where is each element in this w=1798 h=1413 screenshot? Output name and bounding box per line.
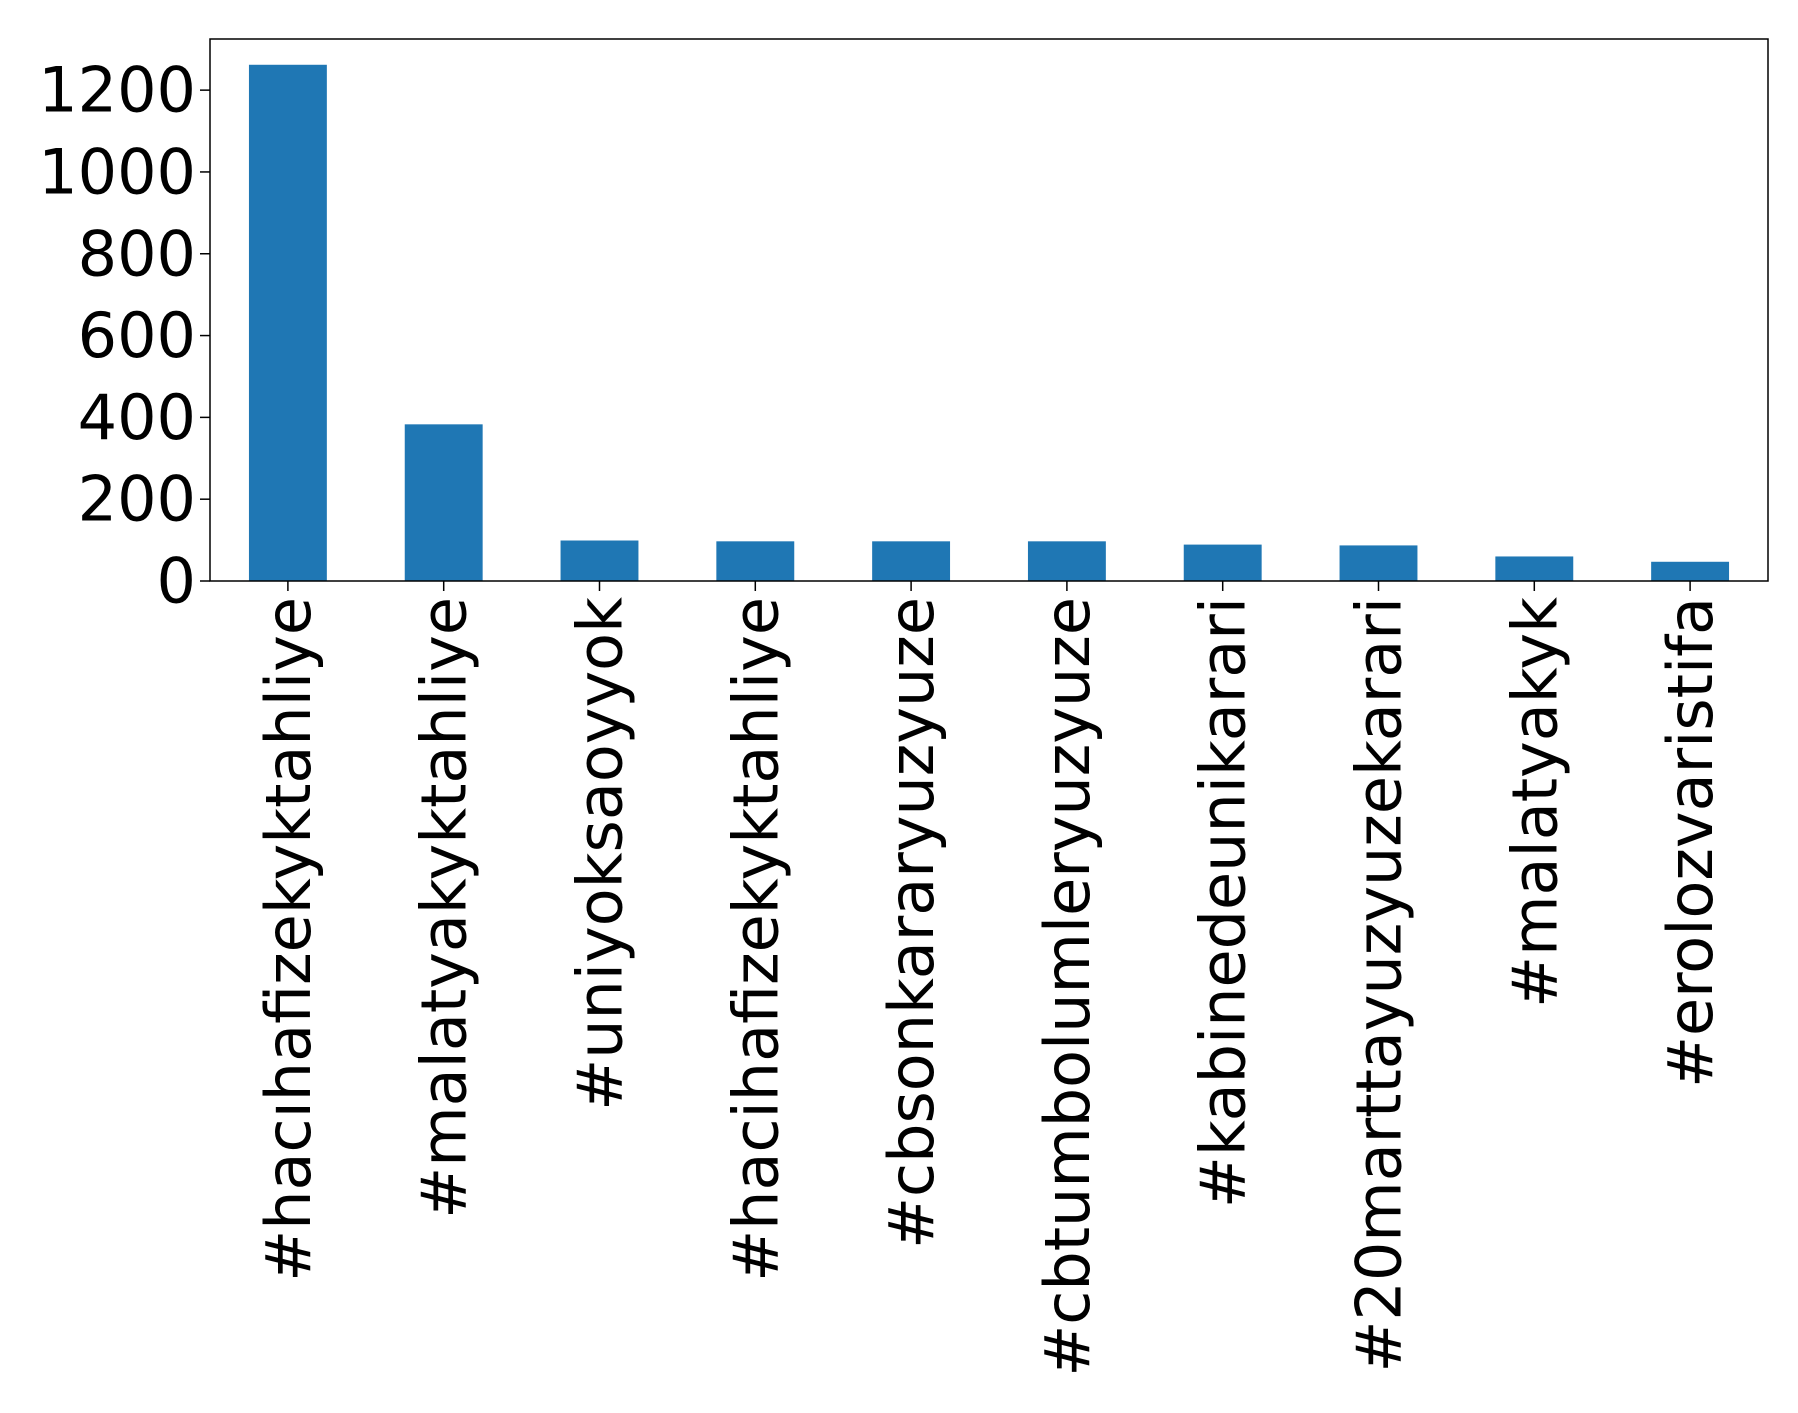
y-tick-label: 800 (78, 217, 196, 290)
bar (1495, 556, 1574, 581)
bar (716, 541, 795, 581)
x-tick-label: #cbsonkararyuzyuze (875, 597, 948, 1249)
x-tick-label: #uniyoksaoyyok (564, 597, 637, 1111)
bar (560, 540, 639, 581)
x-tick-label: #20marttayuzyuzekarari (1343, 597, 1416, 1373)
x-axis: #hacıhafizekyktahliye #malatyakyktahliye #… (252, 581, 1727, 1377)
bar (1651, 561, 1730, 581)
y-tick-label: 400 (78, 381, 196, 454)
y-tick-label: 1000 (38, 135, 196, 208)
y-axis: 0 200 400 600 800 1000 1200 (38, 54, 210, 618)
bar (404, 424, 483, 581)
bar (1027, 541, 1106, 581)
x-tick-label: #erolozvaristifa (1654, 597, 1727, 1088)
bar (248, 64, 327, 581)
bar (872, 541, 951, 581)
bar (1183, 544, 1262, 581)
x-tick-label: #hacıhafizekyktahliye (252, 597, 325, 1282)
plot-frame (209, 38, 1769, 582)
y-tick-label: 600 (78, 299, 196, 372)
x-tick-label: #malatyakyk (1498, 597, 1571, 1008)
x-tick-label: #hacihafizekyktahliye (719, 597, 792, 1282)
y-tick-label: 200 (78, 463, 196, 536)
bar (1339, 545, 1418, 581)
x-tick-label: #kabinedeunikarari (1187, 597, 1260, 1208)
y-tick-label: 1200 (38, 54, 196, 127)
bars (248, 64, 1730, 581)
y-tick-label: 0 (157, 545, 196, 618)
x-tick-label: #cbtumbolumleryuzyuze (1031, 597, 1104, 1377)
x-tick-label: #malatyakyktahliye (408, 597, 481, 1219)
